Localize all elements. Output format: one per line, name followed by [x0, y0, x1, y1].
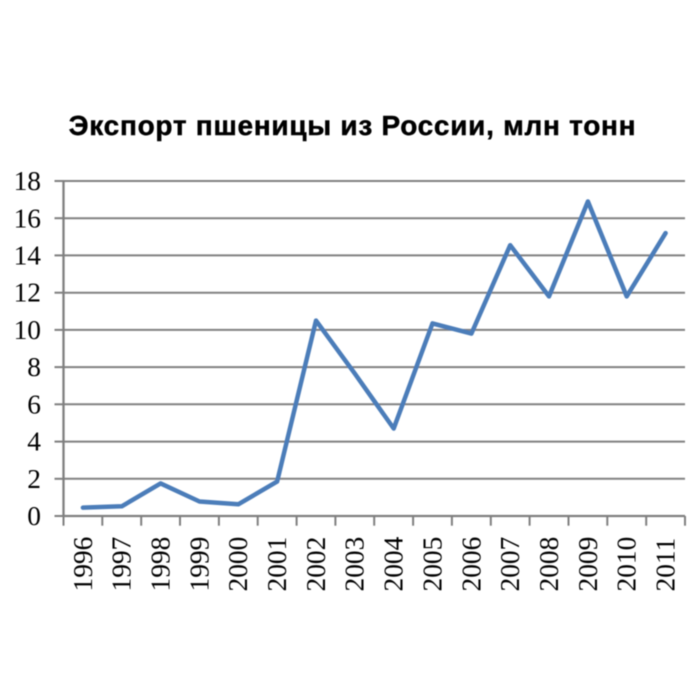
svg-text:2010: 2010 — [612, 537, 642, 592]
svg-text:0: 0 — [27, 501, 41, 531]
svg-text:2007: 2007 — [495, 537, 525, 592]
svg-text:1996: 1996 — [68, 537, 98, 592]
svg-text:2002: 2002 — [301, 537, 331, 592]
svg-text:2: 2 — [27, 464, 41, 494]
svg-text:2005: 2005 — [417, 537, 447, 592]
svg-text:8: 8 — [27, 352, 41, 382]
svg-text:1998: 1998 — [146, 537, 176, 592]
svg-text:14: 14 — [14, 241, 42, 271]
svg-text:2006: 2006 — [456, 537, 486, 592]
svg-text:4: 4 — [27, 427, 41, 457]
svg-text:16: 16 — [14, 203, 41, 233]
svg-text:6: 6 — [27, 389, 41, 419]
svg-text:10: 10 — [14, 315, 41, 345]
svg-text:2000: 2000 — [223, 537, 253, 592]
svg-text:1999: 1999 — [184, 537, 214, 592]
svg-text:12: 12 — [14, 278, 41, 308]
svg-text:2003: 2003 — [340, 537, 370, 592]
svg-text:1997: 1997 — [107, 537, 137, 592]
svg-text:2009: 2009 — [573, 537, 603, 592]
svg-text:2008: 2008 — [534, 537, 564, 592]
svg-text:18: 18 — [14, 166, 41, 196]
svg-text:Экспорт пшеницы из России, млн: Экспорт пшеницы из России, млн тонн — [69, 110, 637, 141]
svg-text:2001: 2001 — [262, 537, 292, 592]
svg-text:2004: 2004 — [379, 536, 409, 591]
svg-text:2011: 2011 — [651, 538, 681, 592]
